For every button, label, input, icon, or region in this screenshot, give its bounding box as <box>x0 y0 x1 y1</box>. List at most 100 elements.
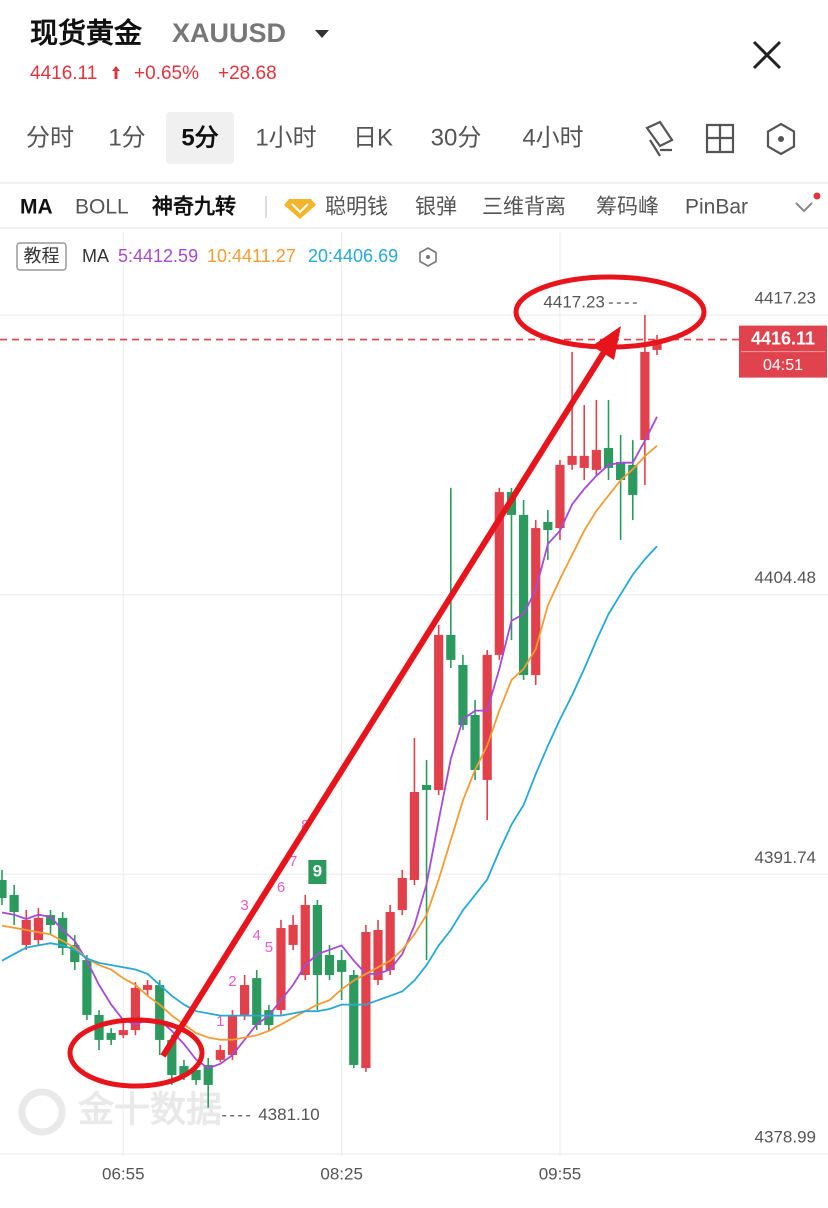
indicator[interactable]: 神奇九转 <box>152 195 236 219</box>
candle-body <box>118 1030 128 1036</box>
layout-icon[interactable] <box>705 123 735 154</box>
ma-line <box>1 545 658 1017</box>
y-tick-label: 4391.74 <box>755 848 816 867</box>
candle-body <box>203 1064 213 1085</box>
low-marker-label: 4381.10 <box>258 1105 319 1124</box>
candle-body <box>567 455 577 465</box>
indicator-bar: MA BOLL 神奇九转 聪明钱 银弹 三维背离 筹码峰 PinBar <box>20 195 748 219</box>
candle-body <box>45 915 56 925</box>
symbol[interactable]: XAUUSD <box>172 18 286 48</box>
title: 现货黄金 <box>30 16 143 48</box>
tab[interactable]: 分时 <box>26 124 74 151</box>
ma-settings-icon[interactable] <box>419 247 437 267</box>
watermark: 金十数据 <box>77 1089 222 1130</box>
watermark-logo <box>18 1088 66 1136</box>
candle-body <box>33 917 43 941</box>
candle-body <box>616 462 626 481</box>
draw-icon[interactable] <box>645 120 674 157</box>
close-button[interactable] <box>752 40 782 70</box>
tab[interactable]: 5分 <box>181 124 218 151</box>
candle-body <box>240 985 250 1015</box>
candle-body <box>142 985 153 990</box>
ma-legend: 5:4412.59 <box>118 246 198 266</box>
change-pct: +0.65% <box>134 63 199 84</box>
annotations <box>67 274 707 1089</box>
header: 现货黄金 XAUUSD 4416.11 +0.65% +28.68 <box>30 16 782 84</box>
indicator[interactable]: 筹码峰 <box>596 196 659 219</box>
change: +28.68 <box>218 63 277 84</box>
candle-body <box>640 351 650 441</box>
settings-icon[interactable] <box>766 122 796 156</box>
tab-fade <box>614 112 624 164</box>
indicator[interactable]: PinBar <box>685 196 748 219</box>
candle-body <box>349 974 359 1065</box>
td-badge <box>308 860 327 884</box>
tab[interactable]: 日K <box>353 124 393 151</box>
up-arrow <box>112 66 120 79</box>
candle-body <box>82 960 92 1015</box>
price: 4416.11 <box>30 63 97 84</box>
ma-title: MA <box>82 246 109 266</box>
candle-body <box>628 464 638 495</box>
y-tick-label: 4378.99 <box>755 1128 816 1147</box>
candle-body <box>373 930 383 981</box>
td-count: 2 <box>228 973 236 990</box>
tab[interactable]: 1小时 <box>255 124 316 151</box>
indicator[interactable]: BOLL <box>75 196 129 219</box>
candle-body <box>264 1010 274 1026</box>
tutorial-button[interactable] <box>16 242 67 271</box>
candle-body <box>155 985 165 1040</box>
td-count: 1 <box>216 1013 224 1030</box>
candle-body <box>555 464 565 529</box>
td-count: 7 <box>289 853 297 870</box>
td-count: 9 <box>313 861 322 880</box>
x-tick-label: 06:55 <box>102 1164 145 1183</box>
arrow-annotation <box>160 350 607 1058</box>
candle-body <box>312 905 322 975</box>
candle-body <box>167 1039 177 1076</box>
candle-body <box>397 878 407 911</box>
td-count: 4 <box>253 927 261 944</box>
tabs: 分时 1分 5分 1小时 日K 30分 4小时 <box>26 124 584 151</box>
candle-body <box>603 447 614 468</box>
candle-body <box>409 792 420 880</box>
candle-body <box>446 634 456 660</box>
candle-body <box>0 879 7 898</box>
candle-body <box>531 528 541 676</box>
candle-body <box>227 1014 238 1056</box>
indicator[interactable]: 聪明钱 <box>325 196 388 219</box>
indicator[interactable]: 银弹 <box>415 196 457 219</box>
candle-body <box>482 654 492 780</box>
candle-body <box>543 521 553 531</box>
candle-body <box>324 955 335 975</box>
badge <box>813 192 821 200</box>
candle-body <box>106 1032 116 1040</box>
tab[interactable]: 1分 <box>108 124 145 151</box>
tab[interactable]: 30分 <box>431 124 482 151</box>
x-tick-label: 09:55 <box>539 1164 582 1183</box>
expand-icon[interactable] <box>795 202 813 213</box>
candle-body <box>337 960 347 972</box>
candle-body <box>434 634 444 791</box>
candle-body <box>494 492 504 655</box>
tab[interactable]: 4小时 <box>522 124 583 151</box>
countdown: 04:51 <box>763 357 803 374</box>
tutorial-label[interactable]: 教程 <box>24 246 60 266</box>
indicator[interactable]: 三维背离 <box>482 196 566 219</box>
candle-body <box>591 449 601 470</box>
x-tick-label: 08:25 <box>320 1164 363 1183</box>
candle-body <box>191 1069 201 1081</box>
dropdown-icon[interactable] <box>315 30 329 38</box>
ma-legend: 20:4406.69 <box>308 246 398 266</box>
candle-body <box>458 664 468 726</box>
indicator[interactable]: MA <box>20 196 53 219</box>
candle-body <box>470 714 480 771</box>
candle-body <box>579 455 589 468</box>
diamond-mark <box>291 203 309 214</box>
arrow-head <box>592 326 621 360</box>
tab-highlight <box>166 112 234 164</box>
circle-annotation <box>67 1017 205 1089</box>
ma-legend: 10:4411.27 <box>207 246 296 266</box>
candle-body <box>288 924 298 945</box>
ma-settings-dot <box>426 255 430 259</box>
